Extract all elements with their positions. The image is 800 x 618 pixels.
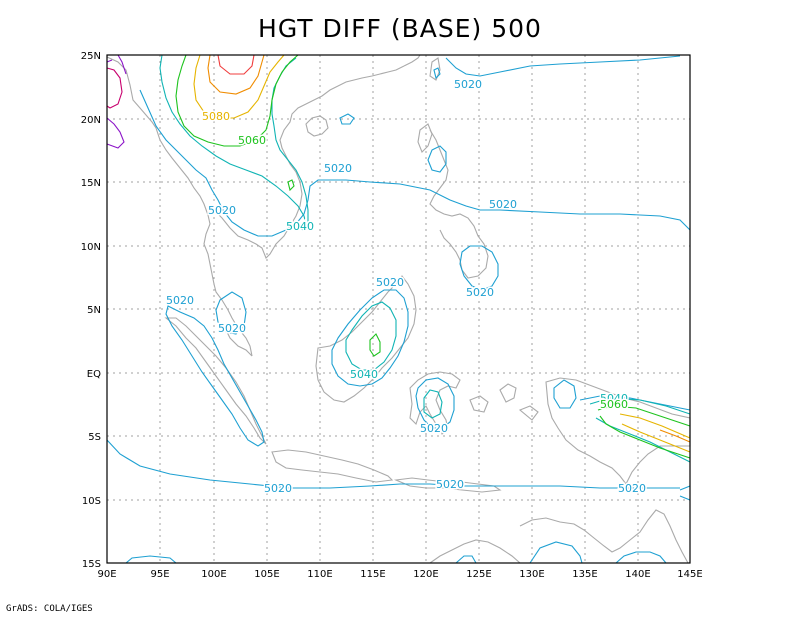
contour-label-5060: 5060 bbox=[238, 134, 266, 147]
lon-tick-115E: 115E bbox=[360, 569, 385, 580]
contour-5060-small bbox=[287, 179, 295, 192]
contour-5020-png bbox=[553, 379, 577, 409]
lon-tick-130E: 130E bbox=[519, 569, 544, 580]
longitude-tick-labels: 90E 95E 100E 105E 110E 115E 120E 125E 130E 135E 14… bbox=[97, 569, 702, 580]
contour-label-5020: 5020 bbox=[489, 198, 517, 211]
contour-label-5020: 5020 bbox=[166, 294, 194, 307]
contour-5020-sulawesi bbox=[415, 377, 455, 429]
contour-5020-png2 bbox=[579, 395, 691, 411]
lon-tick-90E: 90E bbox=[97, 569, 116, 580]
contour-5020-bottom-mid bbox=[455, 555, 477, 564]
lat-tick-10S: 10S bbox=[82, 496, 101, 507]
contour-5040-png bbox=[589, 397, 691, 415]
plot-frame bbox=[106, 54, 691, 564]
contour-5020-malaya bbox=[215, 291, 247, 335]
contour-5020-north bbox=[445, 55, 681, 77]
contour-5120-north bbox=[217, 54, 255, 75]
contour-label-5020: 5020 bbox=[376, 276, 404, 289]
contour-5020-philippines bbox=[459, 245, 499, 291]
contour-5020-sumatra bbox=[165, 305, 265, 447]
lon-tick-135E: 135E bbox=[572, 569, 597, 580]
contour-5020-south bbox=[106, 439, 680, 489]
map-title: HGT DIFF (BASE) 500 bbox=[258, 14, 542, 43]
contour-5020-png3 bbox=[679, 485, 691, 501]
contour-label-5040: 5040 bbox=[286, 220, 314, 233]
lat-tick-20N: 20N bbox=[81, 115, 101, 126]
contour-5040-sulawesi bbox=[423, 389, 443, 419]
lon-tick-125E: 125E bbox=[466, 569, 491, 580]
contour-label-5040: 5040 bbox=[600, 392, 628, 405]
latitude-tick-labels: 25N 20N 15N 10N 5N EQ 5S 10S 15S bbox=[81, 51, 101, 570]
contour-label-5040: 5040 bbox=[350, 368, 378, 381]
contour-5020-taiwan bbox=[433, 67, 441, 80]
contour-5020-bottom-mid2 bbox=[529, 541, 583, 564]
contour-lines bbox=[106, 54, 691, 564]
lon-tick-105E: 105E bbox=[254, 569, 279, 580]
contour-5140-west bbox=[106, 67, 123, 109]
contour-5020-west bbox=[139, 89, 691, 237]
contour-5020-bottom-left bbox=[125, 555, 177, 564]
contour-5040-north bbox=[159, 54, 307, 231]
contour-label-5020: 5020 bbox=[218, 322, 246, 335]
grid-lines bbox=[107, 55, 690, 563]
contour-label-5020: 5020 bbox=[208, 204, 236, 217]
lat-tick-15N: 15N bbox=[81, 178, 101, 189]
contour-label-5020: 5020 bbox=[466, 286, 494, 299]
lon-tick-110E: 110E bbox=[307, 569, 332, 580]
contour-5080-north bbox=[193, 54, 285, 119]
lon-tick-95E: 95E bbox=[150, 569, 169, 580]
lat-tick-5S: 5S bbox=[88, 432, 101, 443]
coastlines bbox=[106, 54, 691, 564]
contour-5080-png bbox=[619, 413, 691, 453]
contour-label-5020: 5020 bbox=[420, 422, 448, 435]
contour-5160-west2 bbox=[106, 54, 127, 75]
contour-5040-borneo bbox=[345, 301, 397, 371]
lat-tick-EQ: EQ bbox=[87, 369, 101, 380]
contour-label-5020: 5020 bbox=[264, 482, 292, 495]
contour-label-5020: 5020 bbox=[618, 482, 646, 495]
contour-5060-north bbox=[175, 54, 299, 147]
lat-tick-10N: 10N bbox=[81, 242, 101, 253]
contour-5060-borneo bbox=[369, 333, 381, 357]
lat-tick-25N: 25N bbox=[81, 51, 101, 62]
contour-label-5020: 5020 bbox=[324, 162, 352, 175]
lon-tick-145E: 145E bbox=[677, 569, 702, 580]
contour-5020-luzon bbox=[427, 145, 447, 173]
lon-tick-100E: 100E bbox=[201, 569, 226, 580]
contour-5020-bottom-right bbox=[615, 551, 667, 564]
lon-tick-140E: 140E bbox=[625, 569, 650, 580]
contour-label-5060: 5060 bbox=[600, 398, 628, 411]
plot-background bbox=[107, 55, 690, 563]
contour-label-5020: 5020 bbox=[436, 478, 464, 491]
contour-5060-png bbox=[597, 405, 691, 459]
credit-footer: GrADS: COLA/IGES bbox=[6, 604, 93, 614]
contour-5020-hainan bbox=[339, 113, 355, 125]
contour-label-5020: 5020 bbox=[454, 78, 482, 91]
contour-5160-west bbox=[106, 117, 125, 149]
lat-tick-15S: 15S bbox=[82, 559, 101, 570]
contour-labels: 5020 5020 5020 5020 5020 5020 5020 5020 5020 5020… bbox=[165, 77, 648, 497]
contour-5100-north bbox=[207, 54, 265, 95]
contour-label-5080: 5080 bbox=[202, 110, 230, 123]
lon-tick-120E: 120E bbox=[413, 569, 438, 580]
contour-5100-png bbox=[659, 429, 691, 443]
contour-5020-borneo bbox=[331, 289, 409, 387]
lat-tick-5N: 5N bbox=[87, 305, 101, 316]
